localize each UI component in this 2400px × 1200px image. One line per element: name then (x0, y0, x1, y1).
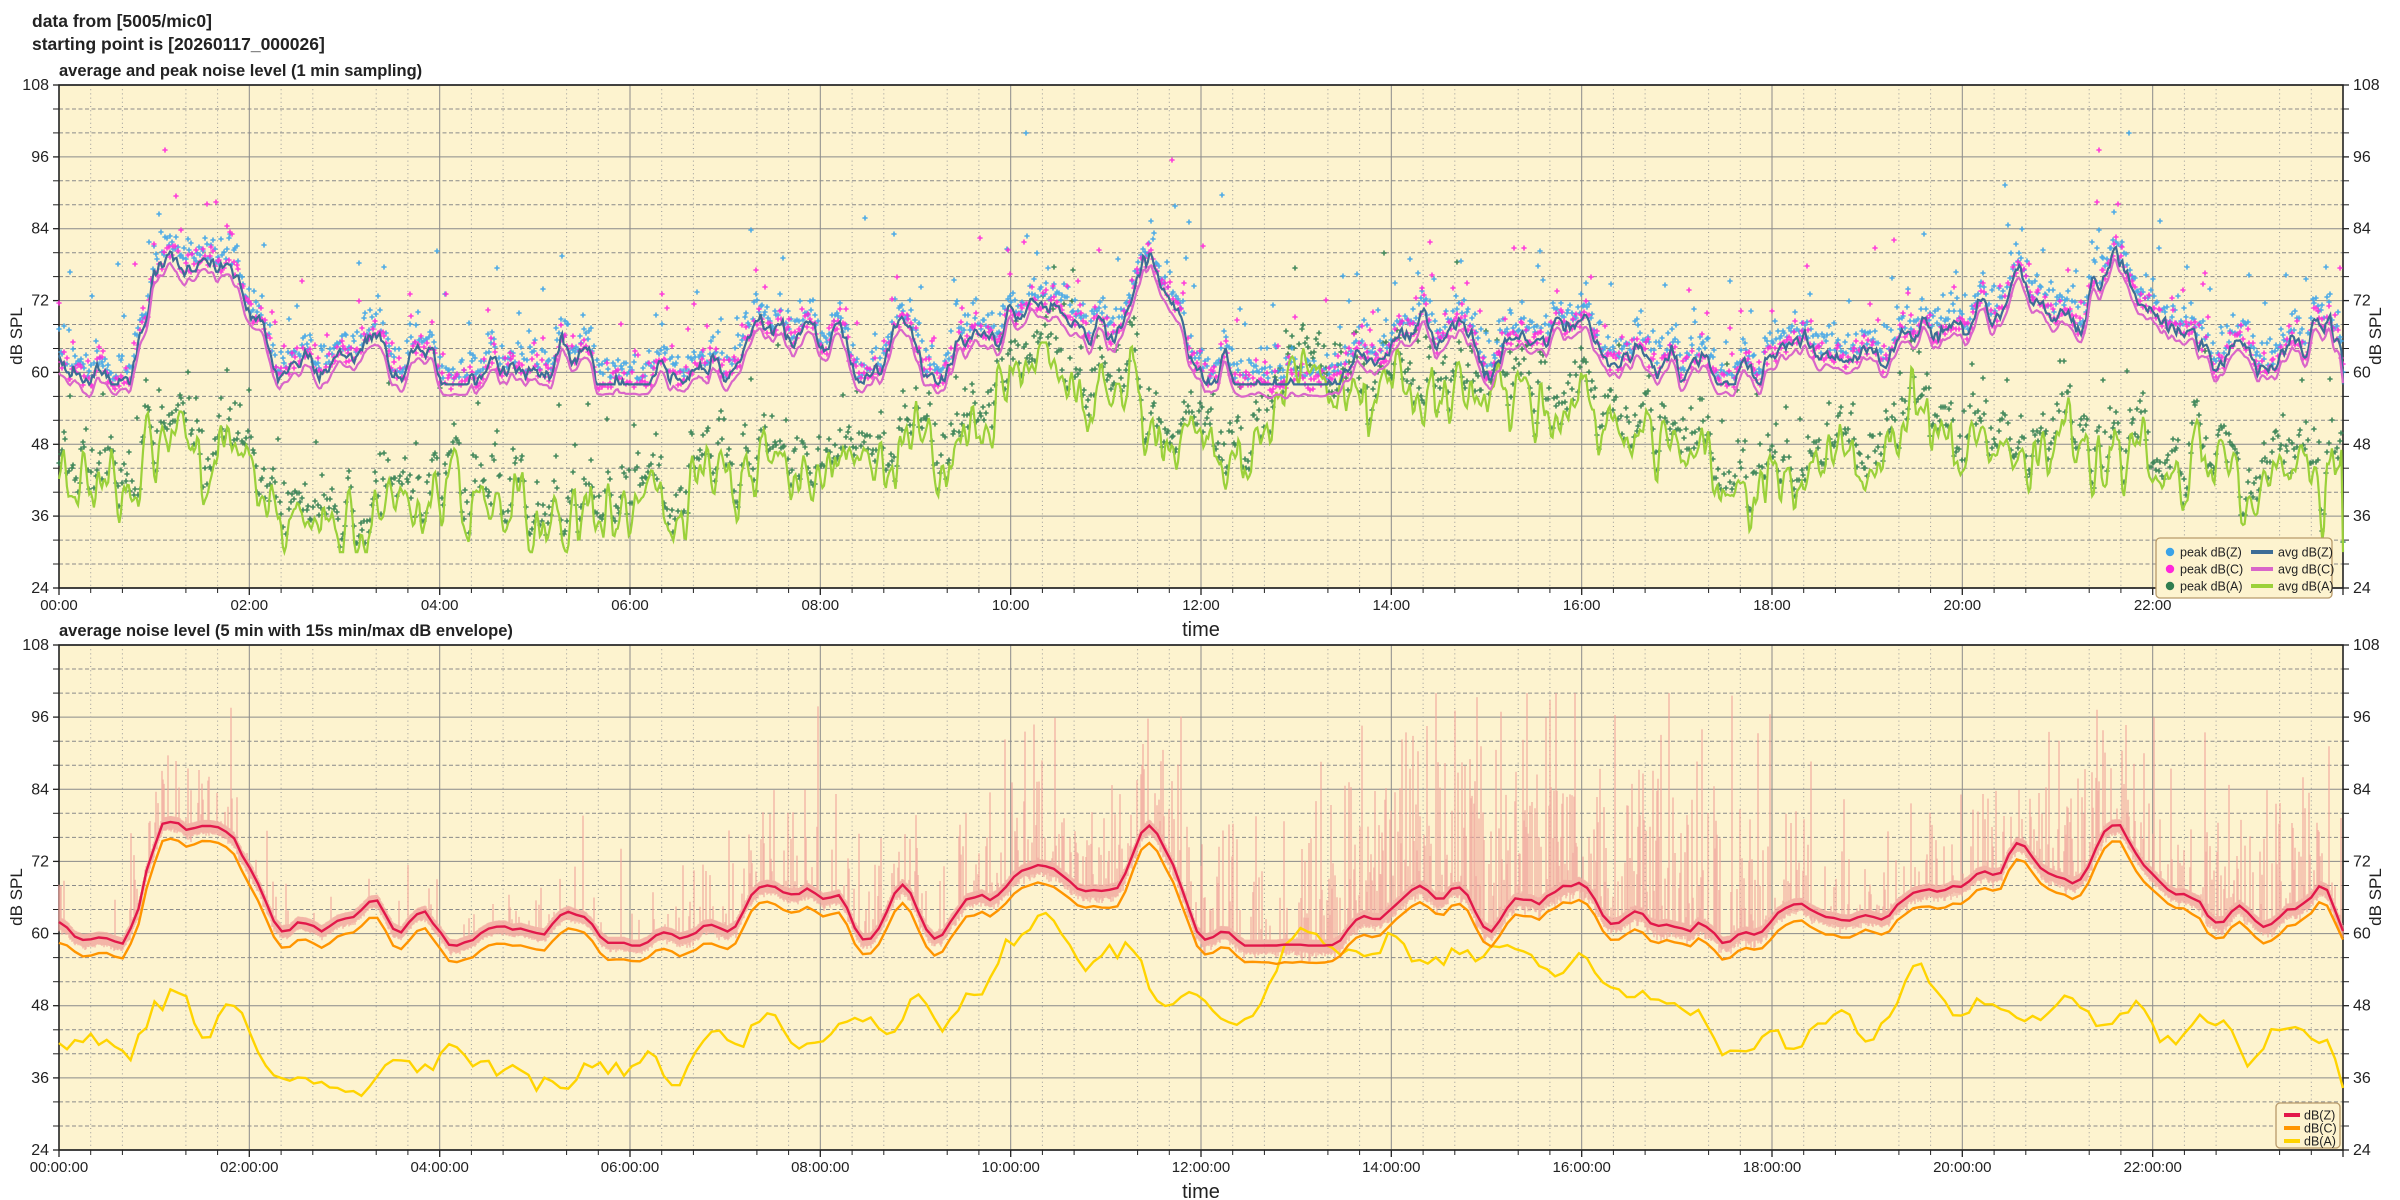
svg-text:108: 108 (22, 637, 49, 654)
svg-text:96: 96 (2353, 709, 2371, 726)
svg-text:02:00: 02:00 (231, 597, 269, 614)
svg-text:60: 60 (31, 926, 49, 943)
svg-text:08:00: 08:00 (802, 597, 840, 614)
svg-text:24: 24 (31, 580, 49, 597)
svg-text:108: 108 (22, 77, 49, 94)
svg-text:20:00: 20:00 (1944, 597, 1982, 614)
svg-text:18:00:00: 18:00:00 (1743, 1159, 1801, 1176)
svg-text:00:00:00: 00:00:00 (30, 1159, 88, 1176)
svg-text:22:00: 22:00 (2134, 597, 2172, 614)
svg-text:dB SPL: dB SPL (2366, 868, 2385, 926)
svg-text:04:00: 04:00 (421, 597, 459, 614)
svg-text:84: 84 (2353, 781, 2371, 798)
svg-text:16:00: 16:00 (1563, 597, 1601, 614)
svg-text:12:00: 12:00 (1182, 597, 1220, 614)
svg-text:20:00:00: 20:00:00 (1933, 1159, 1991, 1176)
svg-text:12:00:00: 12:00:00 (1172, 1159, 1230, 1176)
svg-text:96: 96 (31, 709, 49, 726)
svg-text:60: 60 (2353, 926, 2371, 943)
svg-text:10:00: 10:00 (992, 597, 1030, 614)
svg-text:avg dB(C): avg dB(C) (2278, 563, 2334, 577)
svg-text:36: 36 (2353, 508, 2371, 525)
svg-text:48: 48 (31, 998, 49, 1015)
svg-text:avg dB(A): avg dB(A) (2278, 580, 2334, 594)
svg-text:72: 72 (2353, 853, 2371, 870)
svg-text:16:00:00: 16:00:00 (1553, 1159, 1611, 1176)
svg-text:72: 72 (31, 853, 49, 870)
svg-text:48: 48 (2353, 436, 2371, 453)
svg-text:36: 36 (31, 508, 49, 525)
svg-text:time: time (1182, 1181, 1220, 1200)
svg-text:dB(Z): dB(Z) (2304, 1109, 2335, 1123)
svg-text:36: 36 (31, 1070, 49, 1087)
svg-text:peak dB(Z): peak dB(Z) (2180, 546, 2242, 560)
svg-text:14:00:00: 14:00:00 (1362, 1159, 1420, 1176)
svg-text:108: 108 (2353, 637, 2380, 654)
svg-text:108: 108 (2353, 77, 2380, 94)
svg-text:dB SPL: dB SPL (7, 307, 26, 365)
svg-text:84: 84 (31, 221, 49, 238)
svg-text:60: 60 (31, 364, 49, 381)
svg-text:avg dB(Z): avg dB(Z) (2278, 546, 2333, 560)
svg-text:48: 48 (2353, 998, 2371, 1015)
svg-text:24: 24 (2353, 1142, 2371, 1159)
svg-text:04:00:00: 04:00:00 (411, 1159, 469, 1176)
svg-text:peak dB(C): peak dB(C) (2180, 563, 2243, 577)
svg-text:36: 36 (2353, 1070, 2371, 1087)
svg-text:08:00:00: 08:00:00 (791, 1159, 849, 1176)
svg-text:96: 96 (31, 149, 49, 166)
svg-text:24: 24 (31, 1142, 49, 1159)
svg-text:dB SPL: dB SPL (7, 868, 26, 926)
svg-text:dB SPL: dB SPL (2366, 307, 2385, 365)
svg-text:14:00: 14:00 (1373, 597, 1411, 614)
svg-text:18:00: 18:00 (1753, 597, 1791, 614)
svg-text:24: 24 (2353, 580, 2371, 597)
svg-text:96: 96 (2353, 149, 2371, 166)
svg-text:60: 60 (2353, 364, 2371, 381)
svg-text:02:00:00: 02:00:00 (220, 1159, 278, 1176)
svg-text:dB(A): dB(A) (2304, 1135, 2336, 1149)
svg-text:dB(C): dB(C) (2304, 1122, 2337, 1136)
svg-text:06:00:00: 06:00:00 (601, 1159, 659, 1176)
svg-text:peak dB(A): peak dB(A) (2180, 580, 2243, 594)
svg-text:84: 84 (2353, 221, 2371, 238)
svg-text:84: 84 (31, 781, 49, 798)
svg-text:00:00: 00:00 (40, 597, 78, 614)
svg-text:06:00: 06:00 (611, 597, 649, 614)
svg-text:10:00:00: 10:00:00 (982, 1159, 1040, 1176)
svg-text:22:00:00: 22:00:00 (2124, 1159, 2182, 1176)
svg-text:72: 72 (31, 293, 49, 310)
svg-text:48: 48 (31, 436, 49, 453)
svg-text:72: 72 (2353, 293, 2371, 310)
